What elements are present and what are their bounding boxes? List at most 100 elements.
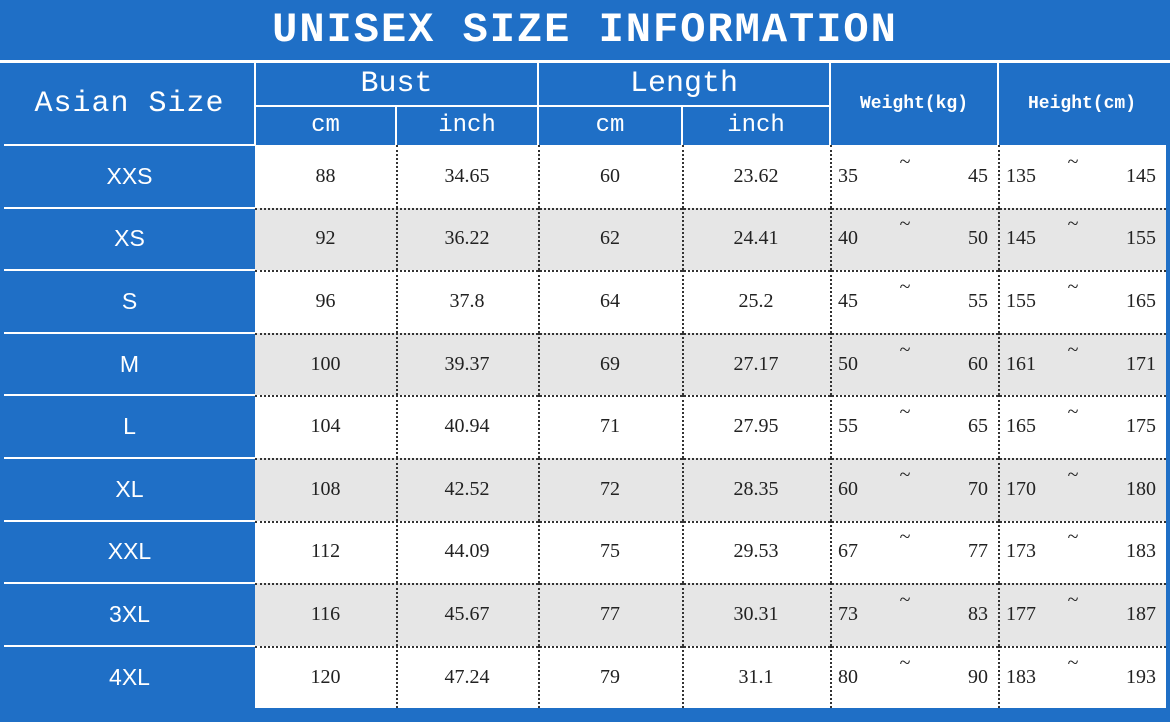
size-cell: 3XL — [109, 600, 150, 627]
divider — [4, 644, 255, 647]
column-divider — [998, 583, 1000, 646]
table-cell: 108 — [310, 477, 341, 500]
row-divider — [255, 520, 1166, 523]
row-divider — [255, 645, 1166, 648]
range-min: 45 — [838, 289, 858, 312]
divider — [254, 62, 256, 145]
range-max: 55 — [968, 289, 988, 312]
header-cell: Weight(kg) — [859, 93, 969, 114]
size-cell: XXS — [106, 162, 153, 189]
range-separator: ~ — [1067, 526, 1079, 549]
range-max: 65 — [968, 415, 988, 438]
column-divider — [396, 395, 398, 458]
table-cell: 64 — [600, 289, 620, 312]
column-divider — [538, 207, 540, 271]
range-max: 83 — [968, 602, 988, 625]
range-max: 145 — [1126, 164, 1156, 187]
header-cell: Asian Size — [34, 86, 225, 121]
range-separator: ~ — [899, 401, 911, 424]
row-background — [255, 395, 1166, 458]
table-cell: 42.52 — [444, 477, 490, 500]
range-min: 60 — [838, 477, 858, 500]
size-cell: XXL — [107, 538, 152, 565]
row-background — [255, 207, 1166, 271]
table-cell: 27.95 — [733, 415, 779, 438]
size-cell: L — [123, 413, 136, 440]
column-divider — [538, 583, 540, 646]
size-cell: S — [121, 287, 138, 314]
table-cell: 29.53 — [733, 540, 779, 563]
range-max: 165 — [1126, 289, 1156, 312]
range-separator: ~ — [1067, 463, 1079, 486]
divider — [0, 60, 1170, 63]
range-max: 180 — [1126, 477, 1156, 500]
column-divider — [682, 145, 684, 208]
range-min: 177 — [1006, 602, 1036, 625]
table-cell: 44.09 — [444, 540, 490, 563]
column-divider — [682, 583, 684, 646]
range-separator: ~ — [899, 213, 911, 236]
table-cell: 120 — [310, 665, 341, 688]
column-divider — [682, 520, 684, 584]
row-divider — [255, 270, 1166, 273]
column-divider — [998, 332, 1000, 396]
column-divider — [538, 270, 540, 333]
table-cell: 31.1 — [738, 665, 774, 688]
divider — [4, 206, 255, 209]
column-divider — [396, 583, 398, 646]
column-divider — [538, 332, 540, 396]
column-divider — [830, 583, 832, 646]
range-min: 50 — [838, 352, 858, 375]
range-separator: ~ — [899, 150, 911, 173]
column-divider — [396, 520, 398, 584]
table-cell: 25.2 — [738, 289, 774, 312]
column-divider — [538, 145, 540, 208]
table-cell: 72 — [600, 477, 620, 500]
column-divider — [998, 207, 1000, 271]
header-cell: inch — [438, 111, 496, 139]
range-max: 171 — [1126, 352, 1156, 375]
column-divider — [998, 520, 1000, 584]
table-cell: 34.65 — [444, 164, 490, 187]
range-separator: ~ — [1067, 588, 1079, 611]
column-divider — [830, 395, 832, 458]
divider — [4, 144, 255, 146]
range-max: 50 — [968, 227, 988, 250]
divider — [4, 331, 255, 334]
range-max: 193 — [1126, 665, 1156, 688]
row-background — [255, 332, 1166, 396]
range-min: 135 — [1006, 164, 1036, 187]
range-min: 67 — [838, 540, 858, 563]
range-min: 40 — [838, 227, 858, 250]
column-divider — [998, 395, 1000, 458]
table-cell: 77 — [600, 602, 620, 625]
table-cell: 39.37 — [444, 352, 490, 375]
range-max: 60 — [968, 352, 988, 375]
column-divider — [396, 145, 398, 208]
row-divider — [255, 395, 1166, 398]
column-divider — [682, 207, 684, 271]
column-divider — [682, 332, 684, 396]
column-divider — [682, 395, 684, 458]
range-max: 70 — [968, 477, 988, 500]
table-cell: 27.17 — [733, 352, 779, 375]
column-divider — [682, 645, 684, 709]
column-divider — [830, 145, 832, 208]
range-max: 45 — [968, 164, 988, 187]
range-min: 55 — [838, 415, 858, 438]
range-separator: ~ — [1067, 213, 1079, 236]
table-title: UNISEX SIZE INFORMATION — [272, 6, 898, 54]
range-max: 90 — [968, 665, 988, 688]
range-separator: ~ — [1067, 150, 1079, 173]
range-min: 161 — [1006, 352, 1036, 375]
table-cell: 92 — [315, 227, 336, 250]
table-cell: 116 — [310, 602, 341, 625]
range-separator: ~ — [899, 526, 911, 549]
range-min: 155 — [1006, 289, 1036, 312]
range-separator: ~ — [899, 338, 911, 361]
row-divider — [255, 458, 1166, 460]
range-max: 77 — [968, 540, 988, 563]
range-separator: ~ — [899, 588, 911, 611]
range-separator: ~ — [899, 463, 911, 486]
divider — [997, 62, 999, 145]
